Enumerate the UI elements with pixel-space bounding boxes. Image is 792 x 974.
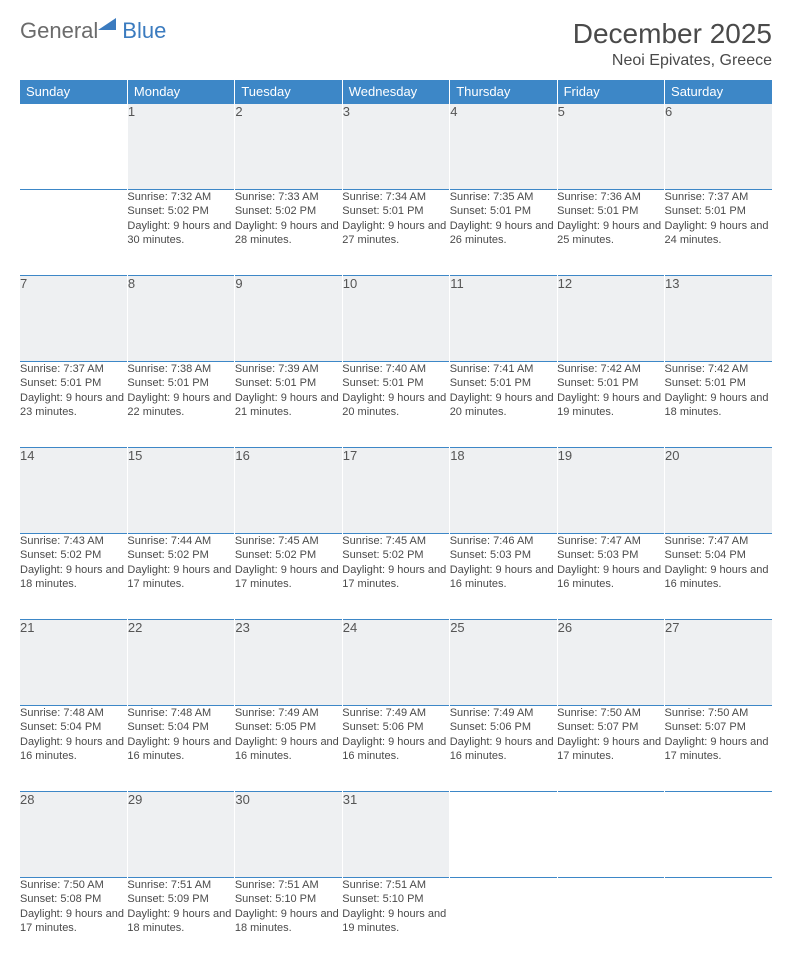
day-content-cell: Sunrise: 7:38 AMSunset: 5:01 PMDaylight:… <box>127 362 234 448</box>
day-content-cell: Sunrise: 7:46 AMSunset: 5:03 PMDaylight:… <box>450 534 557 620</box>
day-content-cell: Sunrise: 7:41 AMSunset: 5:01 PMDaylight:… <box>450 362 557 448</box>
day-number-cell: 23 <box>235 620 342 706</box>
day-header: Friday <box>557 80 664 104</box>
day-header: Sunday <box>20 80 127 104</box>
day-number-cell <box>450 792 557 878</box>
day-content-cell: Sunrise: 7:48 AMSunset: 5:04 PMDaylight:… <box>20 706 127 792</box>
day-number-cell <box>20 104 127 190</box>
day-content-cell: Sunrise: 7:50 AMSunset: 5:07 PMDaylight:… <box>665 706 772 792</box>
day-header: Thursday <box>450 80 557 104</box>
day-number-cell: 1 <box>127 104 234 190</box>
day-number-cell <box>557 792 664 878</box>
day-content-cell: Sunrise: 7:39 AMSunset: 5:01 PMDaylight:… <box>235 362 342 448</box>
day-content-cell: Sunrise: 7:34 AMSunset: 5:01 PMDaylight:… <box>342 190 449 276</box>
day-number-cell: 14 <box>20 448 127 534</box>
logo-triangle-icon <box>98 18 116 30</box>
day-number-cell: 26 <box>557 620 664 706</box>
day-number-cell <box>665 792 772 878</box>
day-number-cell: 4 <box>450 104 557 190</box>
day-content-cell: Sunrise: 7:44 AMSunset: 5:02 PMDaylight:… <box>127 534 234 620</box>
day-content-cell <box>557 878 664 964</box>
day-content-cell: Sunrise: 7:45 AMSunset: 5:02 PMDaylight:… <box>235 534 342 620</box>
day-content-cell: Sunrise: 7:33 AMSunset: 5:02 PMDaylight:… <box>235 190 342 276</box>
day-content-cell: Sunrise: 7:48 AMSunset: 5:04 PMDaylight:… <box>127 706 234 792</box>
day-number-cell: 27 <box>665 620 772 706</box>
page-subtitle: Neoi Epivates, Greece <box>573 52 772 70</box>
day-content-cell: Sunrise: 7:43 AMSunset: 5:02 PMDaylight:… <box>20 534 127 620</box>
day-number-cell: 22 <box>127 620 234 706</box>
day-content-cell: Sunrise: 7:47 AMSunset: 5:03 PMDaylight:… <box>557 534 664 620</box>
day-content-cell: Sunrise: 7:49 AMSunset: 5:05 PMDaylight:… <box>235 706 342 792</box>
day-content-cell: Sunrise: 7:35 AMSunset: 5:01 PMDaylight:… <box>450 190 557 276</box>
day-number-cell: 8 <box>127 276 234 362</box>
day-number-cell: 21 <box>20 620 127 706</box>
day-number-cell: 7 <box>20 276 127 362</box>
header: General Blue December 2025 Neoi Epivates… <box>20 18 772 70</box>
day-number-cell: 15 <box>127 448 234 534</box>
day-content-cell: Sunrise: 7:42 AMSunset: 5:01 PMDaylight:… <box>665 362 772 448</box>
day-content-cell: Sunrise: 7:37 AMSunset: 5:01 PMDaylight:… <box>665 190 772 276</box>
day-number-cell: 16 <box>235 448 342 534</box>
logo-text-2: Blue <box>122 18 166 44</box>
day-number-cell: 10 <box>342 276 449 362</box>
day-number-cell: 17 <box>342 448 449 534</box>
day-number-cell: 13 <box>665 276 772 362</box>
day-number-cell: 30 <box>235 792 342 878</box>
day-content-cell: Sunrise: 7:40 AMSunset: 5:01 PMDaylight:… <box>342 362 449 448</box>
day-header: Tuesday <box>235 80 342 104</box>
day-number-cell: 3 <box>342 104 449 190</box>
day-header: Saturday <box>665 80 772 104</box>
day-number-cell: 9 <box>235 276 342 362</box>
day-content-cell <box>665 878 772 964</box>
day-number-cell: 2 <box>235 104 342 190</box>
calendar-table: SundayMondayTuesdayWednesdayThursdayFrid… <box>20 80 772 964</box>
day-number-cell: 24 <box>342 620 449 706</box>
day-header: Wednesday <box>342 80 449 104</box>
day-content-cell: Sunrise: 7:32 AMSunset: 5:02 PMDaylight:… <box>127 190 234 276</box>
day-number-cell: 31 <box>342 792 449 878</box>
day-number-cell: 6 <box>665 104 772 190</box>
day-number-cell: 11 <box>450 276 557 362</box>
day-number-cell: 12 <box>557 276 664 362</box>
day-number-cell: 29 <box>127 792 234 878</box>
day-number-cell: 19 <box>557 448 664 534</box>
day-number-cell: 25 <box>450 620 557 706</box>
day-number-cell: 20 <box>665 448 772 534</box>
day-number-cell: 5 <box>557 104 664 190</box>
day-content-cell: Sunrise: 7:50 AMSunset: 5:07 PMDaylight:… <box>557 706 664 792</box>
day-content-cell: Sunrise: 7:49 AMSunset: 5:06 PMDaylight:… <box>342 706 449 792</box>
logo-text-1: General <box>20 18 98 44</box>
day-content-cell: Sunrise: 7:37 AMSunset: 5:01 PMDaylight:… <box>20 362 127 448</box>
day-content-cell <box>450 878 557 964</box>
day-number-cell: 28 <box>20 792 127 878</box>
day-content-cell <box>20 190 127 276</box>
day-number-cell: 18 <box>450 448 557 534</box>
day-content-cell: Sunrise: 7:51 AMSunset: 5:09 PMDaylight:… <box>127 878 234 964</box>
day-content-cell: Sunrise: 7:50 AMSunset: 5:08 PMDaylight:… <box>20 878 127 964</box>
page-title: December 2025 <box>573 18 772 50</box>
day-content-cell: Sunrise: 7:45 AMSunset: 5:02 PMDaylight:… <box>342 534 449 620</box>
day-content-cell: Sunrise: 7:51 AMSunset: 5:10 PMDaylight:… <box>342 878 449 964</box>
day-content-cell: Sunrise: 7:49 AMSunset: 5:06 PMDaylight:… <box>450 706 557 792</box>
day-content-cell: Sunrise: 7:42 AMSunset: 5:01 PMDaylight:… <box>557 362 664 448</box>
day-content-cell: Sunrise: 7:51 AMSunset: 5:10 PMDaylight:… <box>235 878 342 964</box>
day-content-cell: Sunrise: 7:47 AMSunset: 5:04 PMDaylight:… <box>665 534 772 620</box>
day-header: Monday <box>127 80 234 104</box>
logo: General Blue <box>20 18 166 44</box>
day-content-cell: Sunrise: 7:36 AMSunset: 5:01 PMDaylight:… <box>557 190 664 276</box>
